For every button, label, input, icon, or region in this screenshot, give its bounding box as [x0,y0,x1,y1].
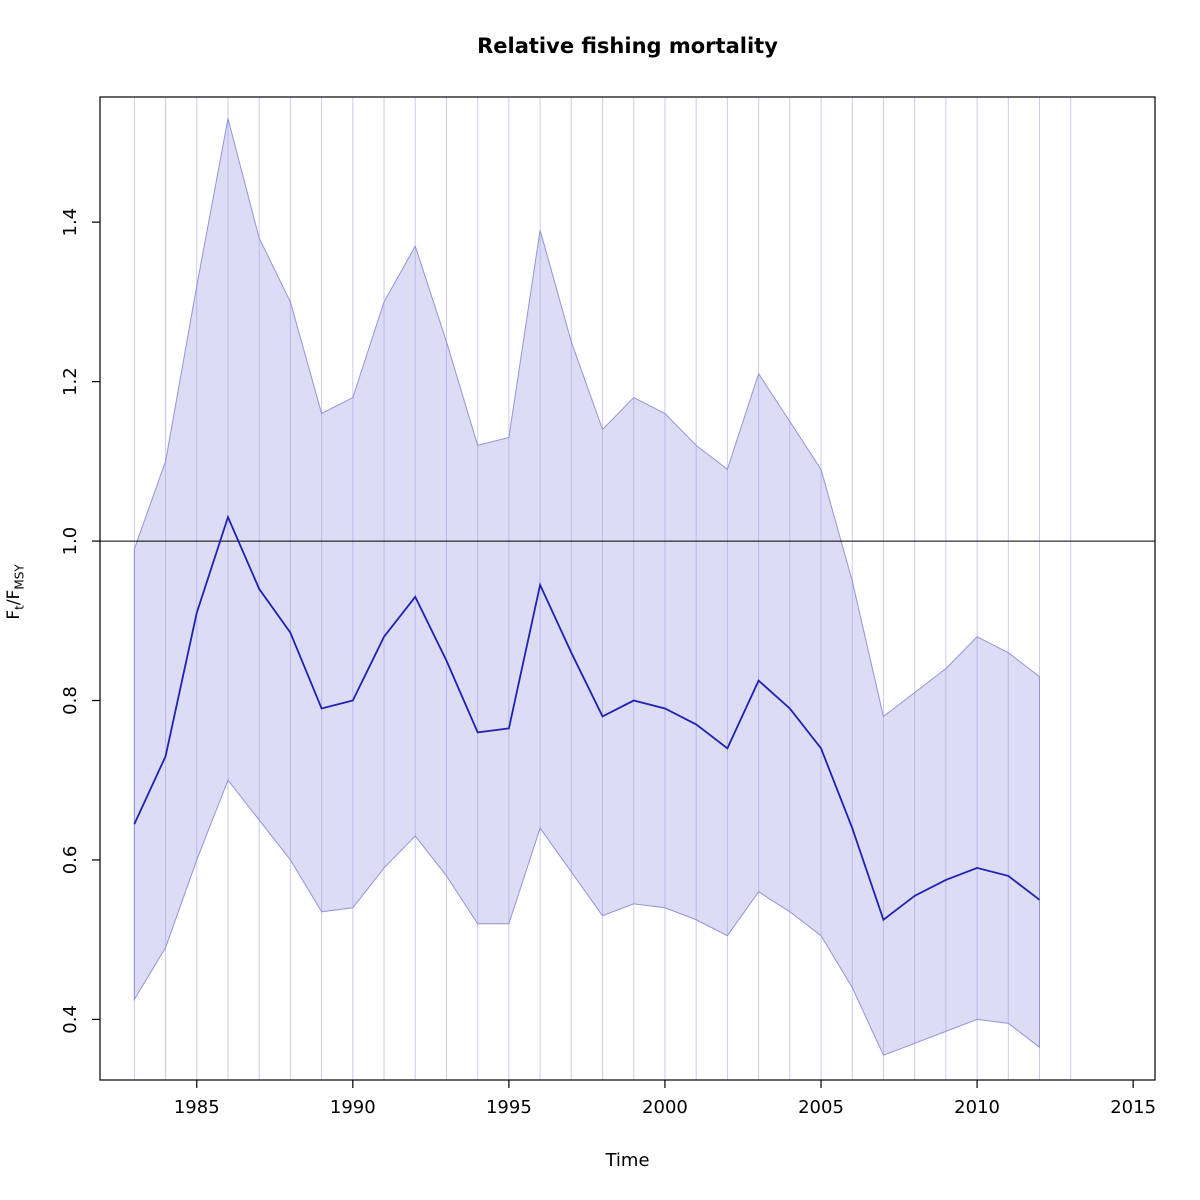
x-tick-label: 1985 [174,1097,220,1118]
y-tick-label: 1.2 [60,367,81,396]
x-tick-label: 1995 [486,1097,532,1118]
y-tick-label: 1.0 [60,527,81,556]
chart-title: Relative fishing mortality [477,34,778,58]
y-tick-label: 1.4 [60,208,81,237]
x-tick-label: 2000 [642,1097,688,1118]
x-tick-label: 2010 [954,1097,1000,1118]
x-tick-label: 2005 [798,1097,844,1118]
x-axis-label: Time [605,1150,650,1171]
x-tick-label: 2015 [1110,1097,1156,1118]
x-tick-label: 1990 [330,1097,376,1118]
y-tick-label: 0.6 [60,846,81,875]
plot-border [99,96,1156,1081]
confidence-band [133,118,1041,1056]
y-tick-label: 0.8 [60,686,81,715]
median-line [133,514,1041,922]
y-tick-label: 0.4 [60,1005,81,1034]
